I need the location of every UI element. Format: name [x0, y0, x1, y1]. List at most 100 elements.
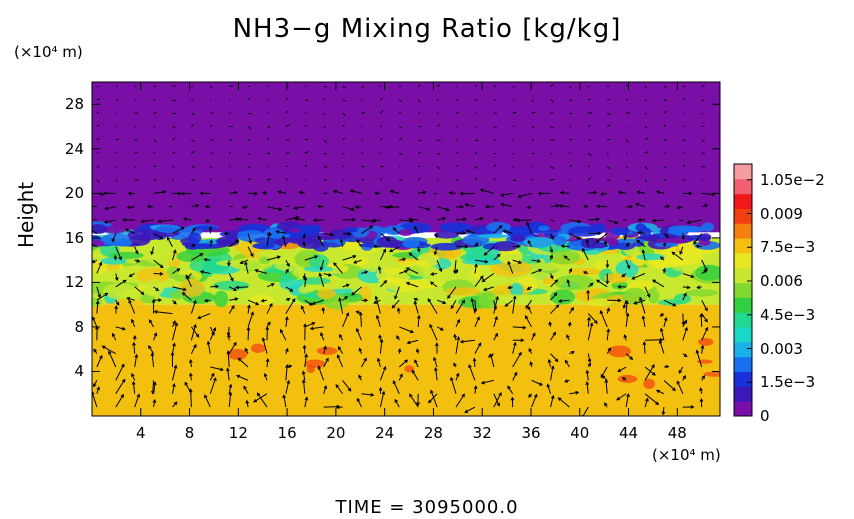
wind-vector	[167, 237, 173, 248]
y-tick-label: 20	[64, 184, 84, 203]
wind-vector	[379, 339, 383, 354]
wind-vector	[642, 250, 646, 261]
wind-vector	[663, 124, 667, 127]
wind-vector-head	[349, 189, 354, 193]
wind-vector	[660, 328, 665, 341]
wind-vector	[550, 204, 559, 208]
wind-vector-head	[549, 254, 554, 259]
wind-vector	[153, 151, 156, 154]
wind-vector-head	[626, 265, 631, 270]
wind-vector	[588, 124, 591, 127]
wind-vector-head	[374, 295, 379, 300]
wind-vector-head	[300, 305, 305, 310]
wind-vector	[342, 85, 346, 89]
wind-vector-head	[557, 397, 562, 401]
wind-vector	[493, 152, 497, 155]
wind-vector	[115, 273, 118, 281]
wind-vector-head	[104, 206, 109, 211]
wind-vector	[600, 192, 608, 195]
wind-vector	[266, 178, 271, 181]
wind-vector	[323, 166, 328, 168]
wind-vector-head	[219, 367, 224, 372]
wind-vector-head	[623, 236, 628, 241]
wind-vector-head	[546, 383, 551, 388]
wind-vector-head	[634, 202, 639, 207]
wind-vector	[134, 98, 136, 101]
wind-vector	[656, 191, 665, 194]
wind-vector-head	[604, 402, 608, 407]
wind-vector-head	[356, 239, 360, 243]
wind-vector-head	[494, 332, 498, 337]
wind-vector-head	[397, 348, 402, 353]
wind-vector-head	[704, 307, 708, 312]
wind-vector	[569, 219, 581, 223]
wind-vector	[527, 306, 533, 314]
wind-vector	[512, 139, 515, 142]
wind-vector-head	[162, 190, 167, 194]
field-cell	[552, 235, 567, 246]
wind-vector-head	[354, 205, 359, 209]
field-cell	[345, 227, 359, 233]
wind-vector-head	[637, 218, 642, 222]
wind-vector-head	[286, 263, 290, 267]
wind-vector	[380, 280, 387, 288]
wind-vector-head	[453, 333, 457, 338]
wind-vector-head	[404, 359, 409, 364]
axis-ticks	[92, 82, 720, 416]
wind-vector-head	[582, 247, 586, 252]
wind-vector-head	[438, 268, 443, 273]
wind-vector	[436, 112, 439, 114]
wind-vector-head	[92, 316, 96, 321]
wind-vector-head	[539, 382, 544, 386]
wind-vector-head	[121, 378, 126, 383]
wind-vector-head	[204, 394, 208, 399]
wind-vector-head	[493, 306, 498, 311]
wind-vector	[414, 301, 419, 314]
wind-vector	[607, 219, 618, 224]
wind-vector	[644, 179, 648, 182]
wind-vector-head	[507, 385, 511, 390]
wind-vector	[304, 255, 318, 261]
wind-vector	[92, 205, 97, 208]
wind-vector	[153, 272, 163, 275]
wind-vector-head	[256, 392, 261, 397]
wind-vector-head	[111, 238, 116, 243]
wind-vector	[356, 398, 362, 408]
wind-vector	[696, 350, 703, 368]
wind-vector-head	[589, 322, 594, 327]
wind-vector-head	[227, 262, 231, 267]
wind-vector	[127, 206, 135, 209]
wind-vector	[635, 203, 646, 208]
field-cell	[212, 280, 250, 291]
x-tick-label: 16	[277, 424, 297, 442]
wind-vector-head	[607, 347, 611, 352]
wind-vector	[236, 375, 249, 381]
field-cell	[615, 242, 635, 250]
wind-vector-head	[285, 316, 289, 321]
wind-vector-head	[375, 314, 380, 319]
wind-vector-head	[356, 397, 361, 402]
wind-vector-head	[226, 367, 230, 372]
wind-vector	[564, 360, 570, 368]
wind-vector	[356, 239, 362, 248]
wind-vector	[406, 267, 419, 274]
wind-vector-head	[376, 357, 381, 362]
wind-vector	[105, 206, 116, 210]
y-tick-label: 8	[74, 317, 84, 336]
wind-vector	[247, 152, 250, 155]
wind-vector-head	[665, 234, 669, 239]
wind-vector	[318, 236, 325, 247]
wind-vector	[342, 152, 345, 155]
plot-frame	[91, 81, 721, 417]
wind-vector-head	[215, 284, 220, 289]
wind-vector-head	[456, 318, 461, 323]
field-cell	[100, 257, 127, 265]
wind-vector	[531, 178, 534, 181]
wind-vector	[512, 166, 515, 168]
wind-vector-head	[126, 296, 131, 301]
wind-vector	[617, 366, 627, 372]
wind-vector-head	[101, 345, 106, 349]
wind-vector-head	[86, 204, 89, 207]
wind-vector-head	[208, 226, 213, 231]
wind-vector	[247, 299, 259, 305]
